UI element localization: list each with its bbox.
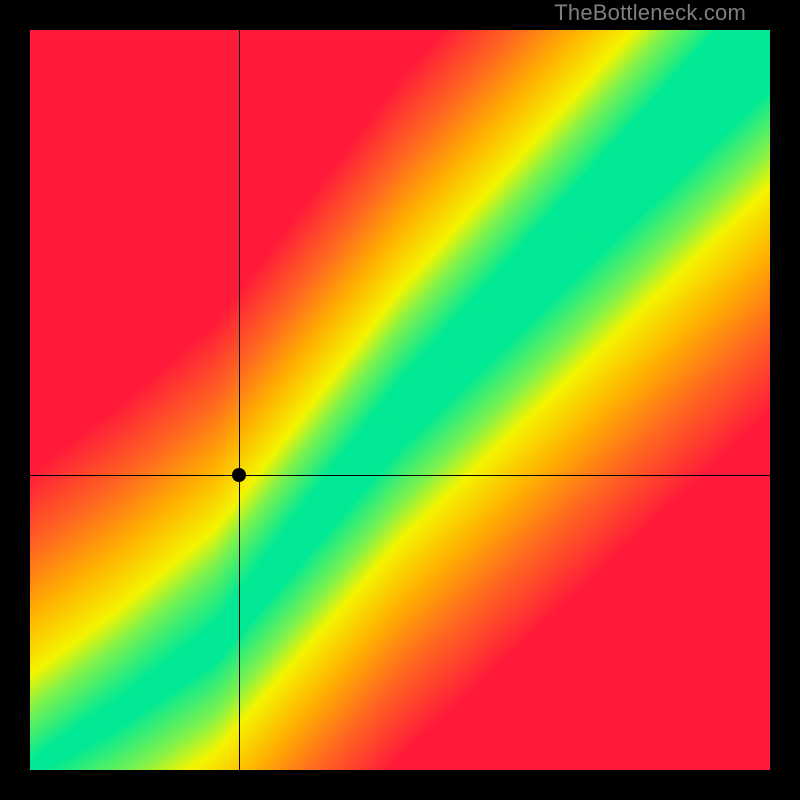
bottleneck-heatmap [30,30,770,770]
crosshair-marker [232,468,246,482]
watermark-text: TheBottleneck.com [554,0,746,26]
crosshair-vertical [239,30,240,770]
chart-container: TheBottleneck.com [0,0,800,800]
crosshair-horizontal [30,475,770,476]
